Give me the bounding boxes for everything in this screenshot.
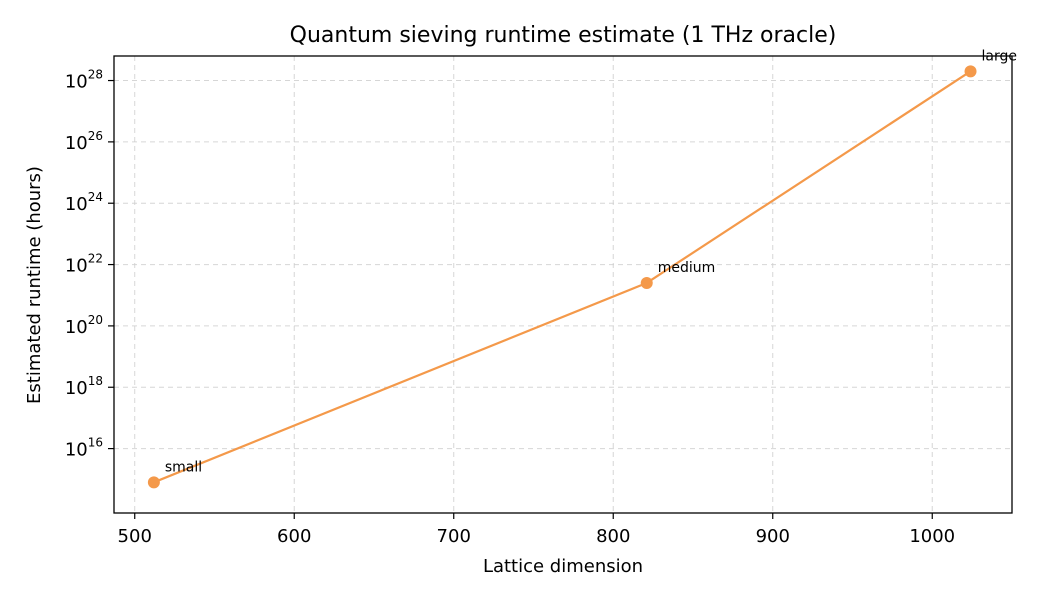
x-tick-label: 900 — [756, 526, 790, 547]
y-tick-label: 1028 — [65, 68, 103, 93]
x-tick-label: 800 — [596, 526, 630, 547]
y-tick-label: 1018 — [65, 374, 103, 399]
point-annotation: medium — [658, 260, 716, 276]
x-tick-label: 700 — [437, 526, 471, 547]
series-line — [153, 70, 972, 484]
point-annotation: small — [165, 459, 202, 475]
x-tick-label: 500 — [118, 526, 152, 547]
plot-frame — [113, 55, 1013, 514]
axes-ticks: 500 600 700 800 900 1000 1016 1018 1020 1022 1024 1… — [65, 68, 955, 547]
x-tick-label: 600 — [277, 526, 311, 547]
y-tick-label: 1026 — [65, 129, 103, 154]
y-tick-label: 1024 — [65, 190, 103, 215]
y-axis-label: Estimated runtime (hours) — [24, 166, 45, 404]
x-tick-label: 1000 — [909, 526, 955, 547]
x-axis-label: Lattice dimension — [483, 556, 643, 577]
y-tick-label: 1016 — [65, 436, 103, 461]
y-tick-label: 1022 — [65, 252, 103, 277]
data-point — [640, 276, 653, 289]
data-point — [147, 476, 160, 489]
data-point — [964, 65, 977, 78]
y-tick-label: 1020 — [65, 313, 103, 338]
chart-title: Quantum sieving runtime estimate (1 THz … — [290, 23, 837, 48]
